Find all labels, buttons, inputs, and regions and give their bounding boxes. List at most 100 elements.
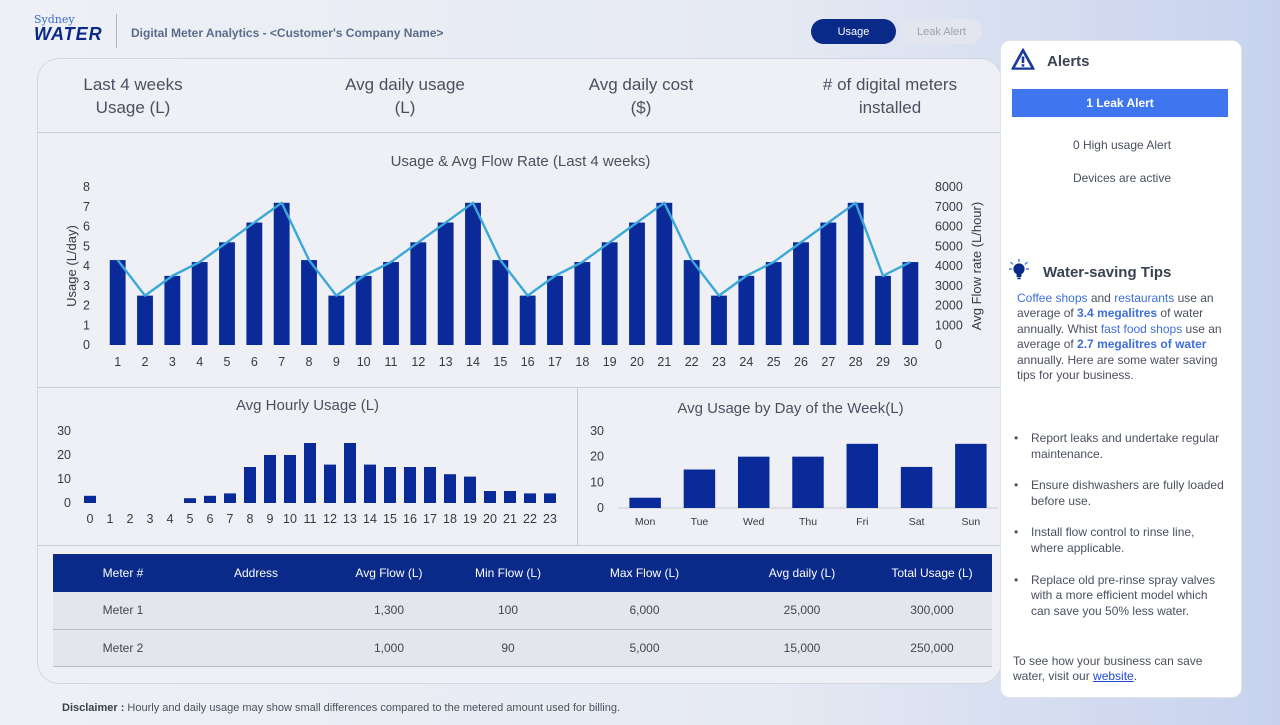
y-axis-label: Usage (L/day) <box>64 225 79 307</box>
meter-table: Meter # Address Avg Flow (L) Min Flow (L… <box>53 554 992 667</box>
x-tick-label: 13 <box>343 512 357 526</box>
tips-intro-volume: 3.4 megalitres <box>1077 306 1158 321</box>
x-tick-label: 9 <box>267 512 274 526</box>
x-tick-label: 4 <box>196 355 203 369</box>
tips-intro-coffee: Coffee shops <box>1017 291 1088 305</box>
y-tick-label: 20 <box>57 448 71 462</box>
cell-total-usage: 300,000 <box>910 603 954 618</box>
tips-intro-text: of water annually. Whist <box>1017 306 1204 336</box>
weekday-bar <box>955 443 987 508</box>
col-max-flow[interactable]: Max Flow (L) <box>609 566 680 580</box>
usage-bar <box>547 275 563 345</box>
col-meter[interactable]: Meter # <box>102 566 144 580</box>
y2-tick-label: 7000 <box>935 200 963 214</box>
col-avg-flow[interactable]: Avg Flow (L) <box>355 566 423 580</box>
list-item: Report leaks and undertake regular maint… <box>1013 431 1229 462</box>
x-tick-label: Mon <box>635 516 656 528</box>
alerts-tips-panel: Alerts 1 Leak Alert 0 High usage Alert D… <box>1000 40 1242 698</box>
usage-bar <box>246 222 263 345</box>
x-tick-label: 3 <box>147 512 154 526</box>
hourly-bar <box>504 491 516 503</box>
cell-meter: Meter 2 <box>102 640 144 655</box>
page-title: Digital Meter Analytics - <Customer's Co… <box>131 26 444 40</box>
x-tick-label: 10 <box>283 512 297 526</box>
kpi-label-line2: (L) <box>394 98 416 117</box>
tips-intro-restaurants: restaurants <box>1114 291 1175 305</box>
website-link[interactable]: website <box>1093 669 1134 684</box>
x-tick-label: 6 <box>251 355 258 369</box>
x-tick-label: 30 <box>903 355 917 369</box>
hourly-bar <box>404 467 416 503</box>
x-tick-label: 3 <box>169 355 176 369</box>
tab-leak-alert[interactable]: Leak Alert <box>901 19 982 44</box>
y2-tick-label: 2000 <box>935 299 963 313</box>
x-tick-label: 15 <box>383 512 397 526</box>
kpi-label-line1: Avg daily usage <box>345 75 465 94</box>
lightbulb-icon <box>1008 258 1030 286</box>
kpi-label-line1: Last 4 weeks <box>83 75 183 94</box>
logo-water-text: WATER <box>34 24 103 44</box>
disclaimer-text: Hourly and daily usage may show small di… <box>124 702 621 714</box>
hourly-bar <box>384 467 396 503</box>
usage-bar <box>820 222 837 345</box>
cell-max-flow: 5,000 <box>629 640 660 655</box>
hourly-bar <box>184 498 196 503</box>
list-item: Replace old pre-rinse spray valves with … <box>1013 573 1229 620</box>
y2-axis-label: Avg Flow rate (L/hour) <box>969 202 984 330</box>
x-tick-label: 1 <box>114 355 121 369</box>
kpi-label-line1: # of digital meters <box>822 75 958 94</box>
y-tick-label: 0 <box>597 501 604 515</box>
hourly-bar <box>364 464 376 503</box>
table-row[interactable]: Meter 1 1,300 100 6,000 25,000 300,000 <box>53 592 992 629</box>
list-item: Ensure dishwashers are fully loaded befo… <box>1013 478 1229 509</box>
x-tick-label: 25 <box>767 355 781 369</box>
usage-bar <box>738 275 755 345</box>
kpi-label-line1: Avg daily cost <box>588 75 694 94</box>
y-tick-label: 8 <box>83 180 90 194</box>
y-tick-label: 3 <box>83 279 90 293</box>
hourly-usage-chart-title: Avg Hourly Usage (L) <box>235 397 380 414</box>
x-tick-label: 14 <box>466 355 480 369</box>
x-tick-label: 21 <box>503 512 517 526</box>
tips-list: Report leaks and undertake regular maint… <box>1013 431 1229 635</box>
list-item: Install flow control to rinse line, wher… <box>1013 525 1229 556</box>
usage-bar <box>383 262 399 345</box>
usage-bar <box>273 202 290 345</box>
tab-usage[interactable]: Usage <box>811 19 896 44</box>
usage-bar <box>410 242 427 345</box>
x-tick-label: 16 <box>403 512 417 526</box>
disclaimer: Disclaimer : Hourly and daily usage may … <box>62 702 620 714</box>
weekday-bar <box>846 443 879 508</box>
x-tick-label: 12 <box>323 512 337 526</box>
col-total-usage[interactable]: Total Usage (L) <box>891 566 973 580</box>
y-tick-label: 7 <box>83 200 90 214</box>
x-tick-label: 27 <box>821 355 835 369</box>
col-avg-daily[interactable]: Avg daily (L) <box>768 566 836 580</box>
weekday-usage-chart-title: Avg Usage by Day of the Week(L) <box>677 400 904 417</box>
y-tick-label: 5 <box>83 239 90 253</box>
tips-title: Water-saving Tips <box>1043 264 1172 281</box>
usage-bar <box>301 260 317 345</box>
x-tick-label: 18 <box>575 355 589 369</box>
x-tick-label: 26 <box>794 355 808 369</box>
y-tick-label: 0 <box>64 496 71 510</box>
col-min-flow[interactable]: Min Flow (L) <box>474 566 541 580</box>
col-address[interactable]: Address <box>233 566 279 580</box>
cell-address <box>193 629 319 666</box>
x-tick-label: 18 <box>443 512 457 526</box>
y2-tick-label: 6000 <box>935 220 963 234</box>
hourly-bar <box>264 455 276 503</box>
x-tick-label: Sat <box>909 516 925 528</box>
usage-bar <box>711 295 727 345</box>
leak-alert-button[interactable]: 1 Leak Alert <box>1012 89 1228 117</box>
usage-bar <box>574 262 591 345</box>
cell-meter: Meter 1 <box>102 603 144 618</box>
hourly-bar <box>244 467 256 503</box>
hourly-bar <box>484 491 496 503</box>
table-row[interactable]: Meter 2 1,000 90 5,000 15,000 250,000 <box>53 629 992 666</box>
x-tick-label: 1 <box>107 512 114 526</box>
kpi-total-usage: Last 4 weeks Usage (L) <box>48 73 218 119</box>
usage-bar <box>875 275 891 345</box>
y-tick-label: 2 <box>83 299 90 313</box>
sydney-water-logo[interactable]: Sydney WATER <box>34 14 103 43</box>
